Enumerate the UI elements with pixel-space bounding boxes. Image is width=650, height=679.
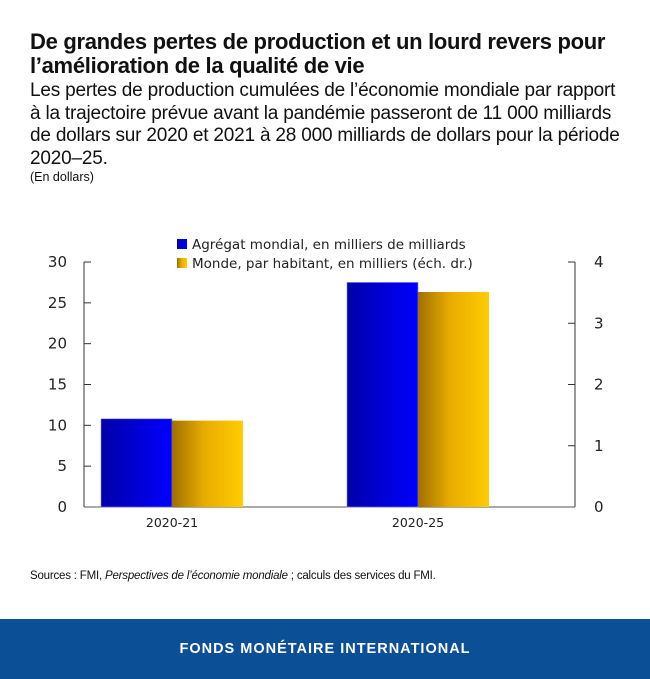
x-axis-category-label: 2020-25 <box>392 515 444 530</box>
x-axis-category-label: 2020-21 <box>146 515 198 530</box>
bar-aggregate-2020-21 <box>100 418 173 508</box>
sources-note: Sources : FMI, Perspectives de l’économi… <box>30 570 436 582</box>
legend-swatch-aggregate <box>177 239 187 249</box>
legend-swatch-per-capita <box>177 258 187 268</box>
left-axis-tick-label: 25 <box>48 294 67 312</box>
left-axis-tick-label: 10 <box>48 416 67 434</box>
left-axis-tick-label: 0 <box>57 498 67 516</box>
footer-label: FONDS MONÉTAIRE INTERNATIONAL <box>179 641 471 657</box>
sources-prefix: Sources : FMI, <box>30 570 105 582</box>
left-axis-tick-label: 20 <box>48 335 67 353</box>
legend-label-per-capita: Monde, par habitant, en milliers (éch. d… <box>192 256 473 272</box>
right-axis-tick-label: 0 <box>594 498 604 516</box>
right-axis-tick-label: 2 <box>594 376 604 394</box>
chart-subtitle: Les pertes de production cumulées de l’é… <box>30 80 620 169</box>
chart-title: De grandes pertes de production et un lo… <box>30 29 606 78</box>
right-axis-tick-label: 4 <box>594 253 604 271</box>
legend-label-aggregate: Agrégat mondial, en milliers de milliard… <box>192 237 466 253</box>
sources-suffix: ; calculs des services du FMI. <box>287 570 436 582</box>
left-axis-tick-label: 5 <box>57 457 67 475</box>
bar-per-capita-2020-25 <box>418 292 489 507</box>
left-axis-tick-label: 15 <box>48 376 67 394</box>
unit-label: (En dollars) <box>30 170 94 184</box>
bar-aggregate-2020-25 <box>346 282 419 508</box>
footer-banner: FONDS MONÉTAIRE INTERNATIONAL <box>0 619 650 679</box>
right-axis-tick-label: 3 <box>594 314 604 332</box>
right-axis-tick-label: 1 <box>594 437 604 455</box>
sources-publication: Perspectives de l’économie mondiale <box>104 570 288 582</box>
bar-per-capita-2020-21 <box>172 420 243 507</box>
left-axis-tick-label: 30 <box>48 253 67 271</box>
bar-chart: 0 5 10 15 20 25 30 0 1 2 3 4 2020-21 2020-25 Agrégat… <box>48 237 604 530</box>
